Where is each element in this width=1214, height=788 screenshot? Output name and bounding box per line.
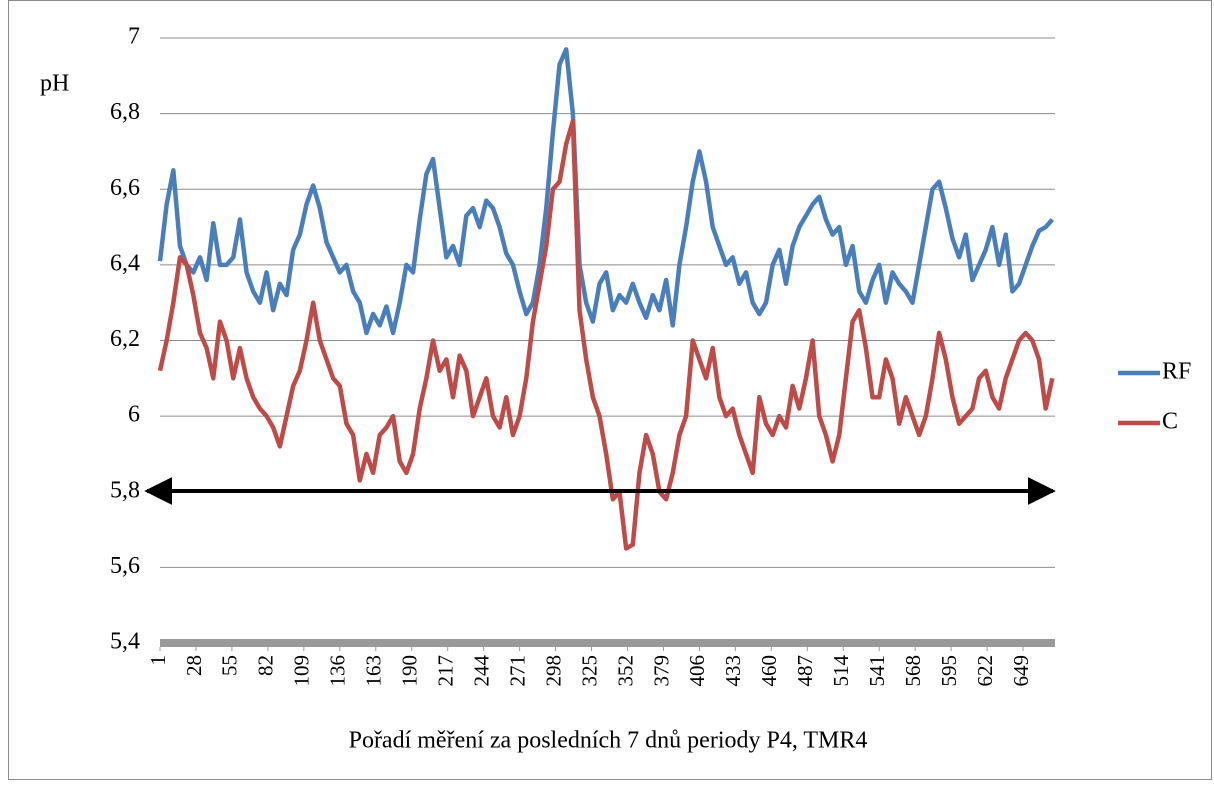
- x-tick-label: 163: [362, 655, 386, 687]
- y-tick-label: 6,4: [110, 250, 140, 276]
- series-line: [157, 47, 1055, 336]
- y-tick-label: 6,8: [110, 99, 140, 125]
- x-tick-label: 406: [685, 655, 709, 687]
- x-tick-label: 379: [649, 655, 673, 687]
- legend: RF C: [1118, 359, 1191, 435]
- x-tick-label: 217: [433, 655, 457, 687]
- x-tick-label: 82: [254, 655, 278, 676]
- x-tick-label: 271: [505, 655, 529, 687]
- x-tick-label: 1: [146, 655, 170, 666]
- x-tick-label: 541: [865, 655, 889, 687]
- x-tick-label: 622: [973, 655, 997, 687]
- x-tick-label: 514: [829, 655, 853, 687]
- y-tick-label: 6,6: [110, 175, 140, 201]
- x-tick-label: 649: [1009, 655, 1033, 687]
- y-tick-label: 5,8: [110, 477, 140, 503]
- y-tick-label: 6,2: [110, 326, 140, 352]
- x-tick-label: 28: [182, 655, 206, 676]
- x-tick-label: 595: [937, 655, 961, 687]
- y-axis-label: pH: [40, 71, 69, 97]
- x-tick-label: 433: [721, 655, 745, 687]
- plot-area: [157, 47, 1055, 551]
- x-tick-label: 136: [326, 655, 350, 687]
- x-tick-label: 244: [469, 655, 493, 687]
- legend-label: RF: [1162, 359, 1191, 385]
- legend-label: C: [1162, 409, 1178, 435]
- x-tick-label: 487: [793, 655, 817, 687]
- y-tick-label: 7: [128, 24, 140, 50]
- x-tick-label: 568: [901, 655, 925, 687]
- y-tick-label: 6: [128, 402, 140, 428]
- x-tick-label: 190: [398, 655, 422, 687]
- x-tick-label: 55: [218, 655, 242, 676]
- chart-frame: [8, 0, 1212, 780]
- x-tick-label: 325: [577, 655, 601, 687]
- x-tick-label: 298: [541, 655, 565, 687]
- x-tick-label: 352: [613, 655, 637, 687]
- x-tick-label: 460: [757, 655, 781, 687]
- x-axis-label: Pořadí měření za posledních 7 dnů period…: [349, 728, 868, 754]
- y-tick-label: 5,4: [110, 629, 140, 655]
- series-line: [157, 118, 1055, 551]
- x-tick-label: 109: [290, 655, 314, 687]
- y-tick-label: 5,6: [110, 553, 140, 579]
